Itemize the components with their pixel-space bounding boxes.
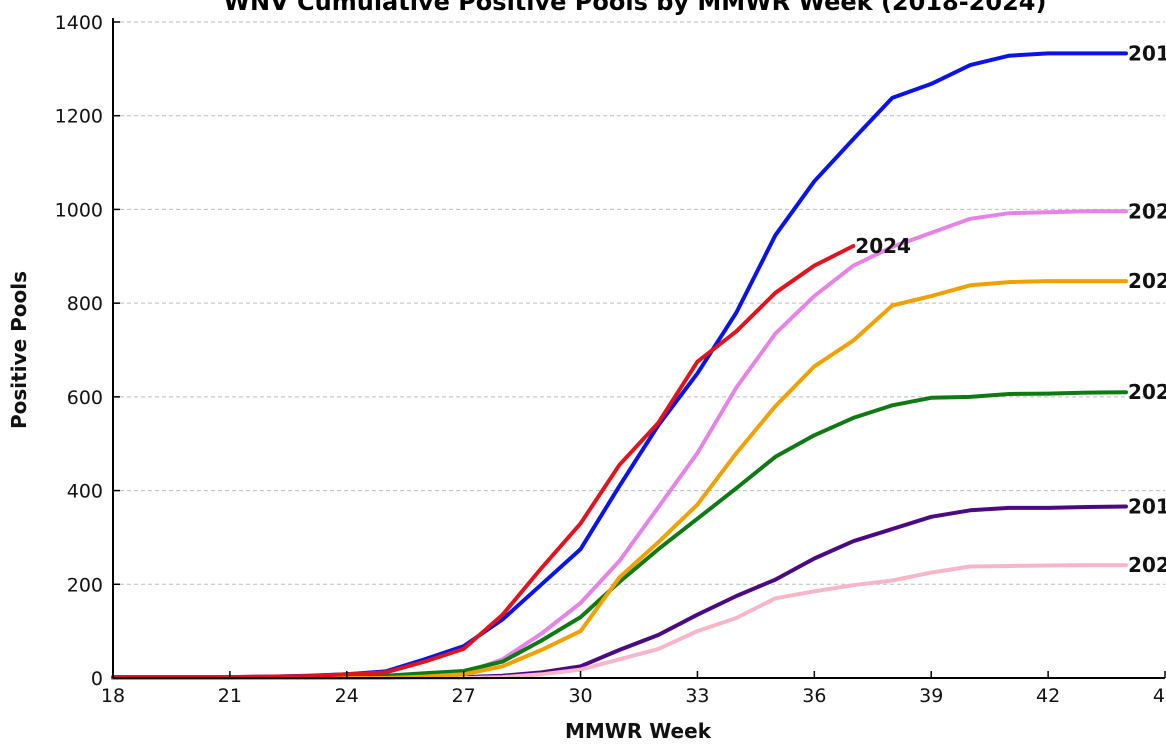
x-tick-label: 36	[802, 685, 826, 707]
y-tick-label: 1200	[55, 106, 103, 128]
series-line-2019	[111, 504, 1128, 680]
series-line-2022	[111, 390, 1128, 680]
x-tick-label: 21	[218, 685, 242, 707]
x-axis-title: MMWR Week	[565, 719, 712, 743]
x-tick-label: 33	[685, 685, 709, 707]
x-tick-label: 42	[1036, 685, 1060, 707]
x-tick-label: 45	[1153, 685, 1166, 707]
series-line-2023	[111, 279, 1128, 680]
y-axis-ticks: 0 200 400 600 800 1000 1200 1400	[55, 12, 120, 690]
series-label-2023: 2023	[1128, 269, 1166, 293]
series-label-2018: 2018	[1128, 41, 1166, 65]
series-label-2024: 2024	[855, 234, 911, 258]
x-axis-ticks: 18 21 24 27 30 33 36 39 42 45	[101, 671, 1166, 707]
series-line-2021	[111, 209, 1128, 680]
series-label-2020: 2020	[1128, 553, 1166, 577]
y-tick-label: 600	[67, 387, 103, 409]
y-tick-label: 400	[67, 481, 103, 503]
series-label-2021: 2021	[1128, 199, 1166, 223]
x-tick-label: 27	[452, 685, 476, 707]
x-tick-label: 24	[335, 685, 359, 707]
x-tick-label: 30	[568, 685, 592, 707]
axes	[112, 18, 1165, 679]
y-tick-label: 800	[67, 293, 103, 315]
gridlines	[113, 21, 1165, 585]
y-tick-label: 0	[91, 668, 103, 690]
chart-title: WNV Cumulative Positive Pools by MMWR We…	[224, 0, 1047, 16]
y-tick-label: 1000	[55, 199, 103, 221]
x-tick-label: 18	[101, 685, 125, 707]
x-tick-label: 39	[919, 685, 943, 707]
series-label-2019: 2019	[1128, 495, 1166, 519]
series-line-2024	[111, 244, 856, 680]
y-tick-label: 1400	[55, 12, 103, 34]
y-axis-title: Positive Pools	[7, 271, 31, 429]
y-tick-label: 200	[67, 574, 103, 596]
